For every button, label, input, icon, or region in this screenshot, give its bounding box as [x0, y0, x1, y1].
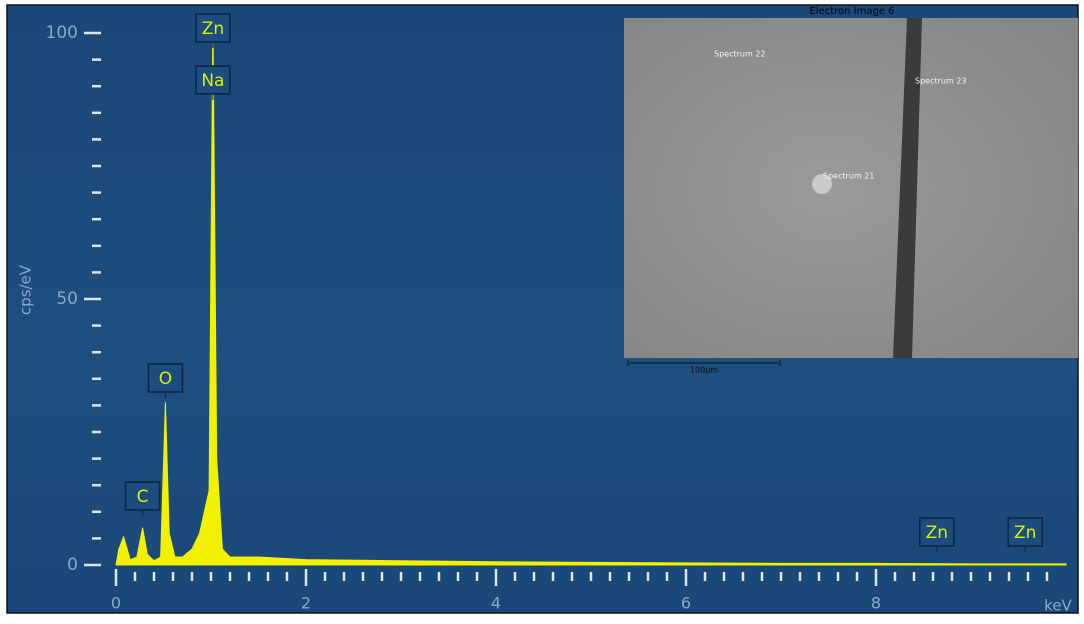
peak-label: O	[159, 369, 172, 389]
y-tick-label: 0	[67, 555, 78, 575]
x-tick-label: 4	[491, 594, 501, 613]
peak-label: Zn	[202, 19, 224, 39]
x-tick-label: 6	[681, 594, 691, 613]
electron-image: Electron Image 6 Spectrum 22 Spectrum 23…	[624, 6, 1078, 375]
spectrum-label: Spectrum 23	[915, 77, 967, 86]
x-tick-label: 0	[111, 594, 121, 613]
peak-label: C	[137, 487, 149, 507]
x-tick-label: 2	[301, 594, 311, 613]
sem-image	[624, 18, 1078, 358]
x-axis-label: keV	[1044, 597, 1072, 615]
x-tick-label: 8	[871, 594, 881, 613]
spectrum-window: Electron Image 6 Spectrum 22 Spectrum 23…	[0, 0, 1084, 620]
y-tick-label: 50	[56, 289, 78, 309]
peak-label: Zn	[1014, 523, 1036, 543]
y-tick-label: 100	[46, 23, 78, 43]
peak-label: Zn	[926, 523, 948, 543]
peak-label: Na	[201, 71, 224, 91]
y-axis-label: cps/eV	[17, 264, 35, 315]
spectrum-label: Spectrum 22	[714, 50, 766, 59]
scale-bar-label: 100µm	[690, 366, 718, 375]
inset-title: Electron Image 6	[809, 6, 894, 17]
spectrum-label: Spectrum 21	[823, 172, 875, 181]
